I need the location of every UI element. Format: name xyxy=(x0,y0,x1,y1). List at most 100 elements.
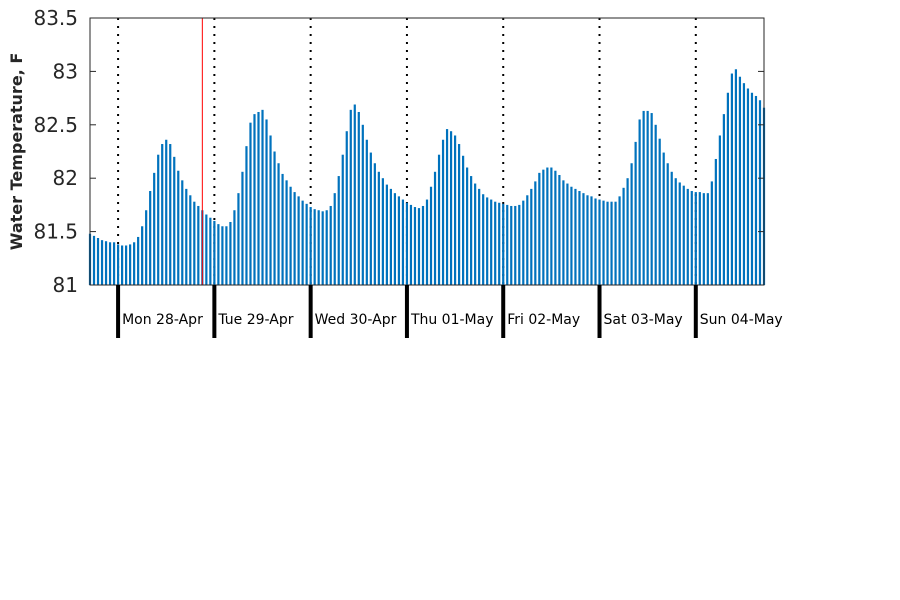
temperature-bar xyxy=(293,192,296,285)
temperature-bar xyxy=(261,109,264,286)
temperature-bar xyxy=(526,195,529,285)
temperature-bar xyxy=(482,194,485,285)
temperature-bar xyxy=(185,188,188,285)
temperature-bar xyxy=(453,135,457,285)
temperature-bar xyxy=(325,210,328,285)
temperature-bar xyxy=(273,151,276,285)
temperature-bar xyxy=(441,139,445,285)
temperature-bar xyxy=(642,110,645,285)
temperature-bar xyxy=(217,224,220,285)
temperature-bar xyxy=(530,188,533,285)
temperature-bar xyxy=(365,139,368,285)
temperature-bar xyxy=(193,201,196,285)
temperature-bar xyxy=(237,193,240,285)
day-label: Sat 03-May xyxy=(604,312,683,328)
temperature-bar xyxy=(690,191,693,285)
temperature-bar xyxy=(421,205,425,285)
temperature-bar xyxy=(626,178,629,285)
temperature-bar xyxy=(618,196,621,285)
y-tick-label: 81 xyxy=(53,273,78,297)
y-tick-label: 83.5 xyxy=(33,6,78,30)
temperature-bar xyxy=(92,235,96,285)
y-axis-ticks: 81 81.5 82 82.5 83 83.5 xyxy=(33,6,764,297)
temperature-bar xyxy=(209,217,212,285)
temperature-bar xyxy=(329,205,332,285)
temperature-bar xyxy=(558,174,561,285)
temperature-bar xyxy=(205,214,208,285)
temperature-bar xyxy=(313,209,316,285)
plot-axes-box xyxy=(89,17,765,286)
temperature-bar xyxy=(578,191,581,285)
temperature-bar xyxy=(586,195,589,285)
day-label: Mon 28-Apr xyxy=(122,312,203,328)
temperature-bar xyxy=(361,124,364,285)
temperature-bar xyxy=(116,244,120,285)
temperature-bar xyxy=(373,163,376,285)
temperature-bar xyxy=(309,207,312,285)
temperature-bar xyxy=(281,173,284,285)
temperature-bar xyxy=(445,129,449,285)
temperature-bar xyxy=(542,169,545,285)
temperature-bar xyxy=(750,92,754,285)
temperature-bar xyxy=(401,199,405,285)
temperature-bar xyxy=(425,199,429,285)
temperature-bar xyxy=(321,211,324,285)
temperature-bar xyxy=(726,92,729,285)
temperature-bar xyxy=(550,167,553,285)
y-tick-label: 82.5 xyxy=(33,113,78,137)
temperature-bar xyxy=(654,124,657,285)
temperature-bar xyxy=(730,73,734,285)
temperature-bar xyxy=(385,184,388,285)
temperature-bar xyxy=(285,180,288,285)
temperature-bar xyxy=(297,196,300,285)
temperature-bar xyxy=(746,88,750,285)
day-label: Tue 29-Apr xyxy=(217,312,293,328)
temperature-bar xyxy=(582,193,585,285)
temperature-bar xyxy=(510,205,513,285)
temperature-bar xyxy=(120,245,124,285)
temperature-bar xyxy=(417,208,421,285)
temperature-bar xyxy=(606,201,609,285)
temperature-bar xyxy=(570,186,573,285)
temperature-bar xyxy=(670,171,673,285)
temperature-bar xyxy=(345,131,348,285)
temperature-bar xyxy=(522,200,525,285)
temperature-bar xyxy=(233,210,236,285)
temperature-bar xyxy=(108,242,112,285)
temperature-bar xyxy=(650,113,653,285)
day-label: Thu 01-May xyxy=(410,312,494,328)
temperature-bar xyxy=(574,188,577,285)
temperature-bar xyxy=(662,152,665,285)
temperature-bar xyxy=(474,183,477,285)
temperature-bar xyxy=(353,104,356,286)
temperature-bar xyxy=(349,109,352,286)
temperature-bar xyxy=(462,155,465,285)
temperature-bar xyxy=(257,111,260,285)
temperature-bar xyxy=(100,240,104,285)
temperature-bar xyxy=(433,171,437,285)
temperature-bar xyxy=(594,198,597,285)
temperature-bar xyxy=(754,95,758,286)
temperature-bar xyxy=(165,139,168,285)
temperature-bar xyxy=(622,187,625,285)
temperature-bar xyxy=(277,163,280,285)
temperature-bars xyxy=(88,69,766,286)
y-axis-label: Water Temperature, F xyxy=(7,53,26,251)
temperature-bar xyxy=(682,185,685,285)
temperature-bar xyxy=(317,210,320,285)
temperature-bar xyxy=(758,100,762,286)
temperature-bar xyxy=(734,69,738,285)
temperature-bar xyxy=(494,201,497,285)
temperature-bar xyxy=(112,242,116,285)
temperature-bar xyxy=(341,154,344,285)
temperature-bar xyxy=(658,138,661,285)
temperature-bar xyxy=(610,201,613,285)
temperature-bar xyxy=(742,83,746,285)
day-label: Fri 02-May xyxy=(507,312,580,328)
day-labels: Mon 28-Apr Tue 29-Apr Wed 30-Apr Thu 01-May… xyxy=(122,312,783,328)
temperature-bar xyxy=(397,196,401,285)
temperature-bar xyxy=(722,114,725,286)
temperature-bar xyxy=(437,154,441,285)
temperature-bar xyxy=(702,193,705,285)
